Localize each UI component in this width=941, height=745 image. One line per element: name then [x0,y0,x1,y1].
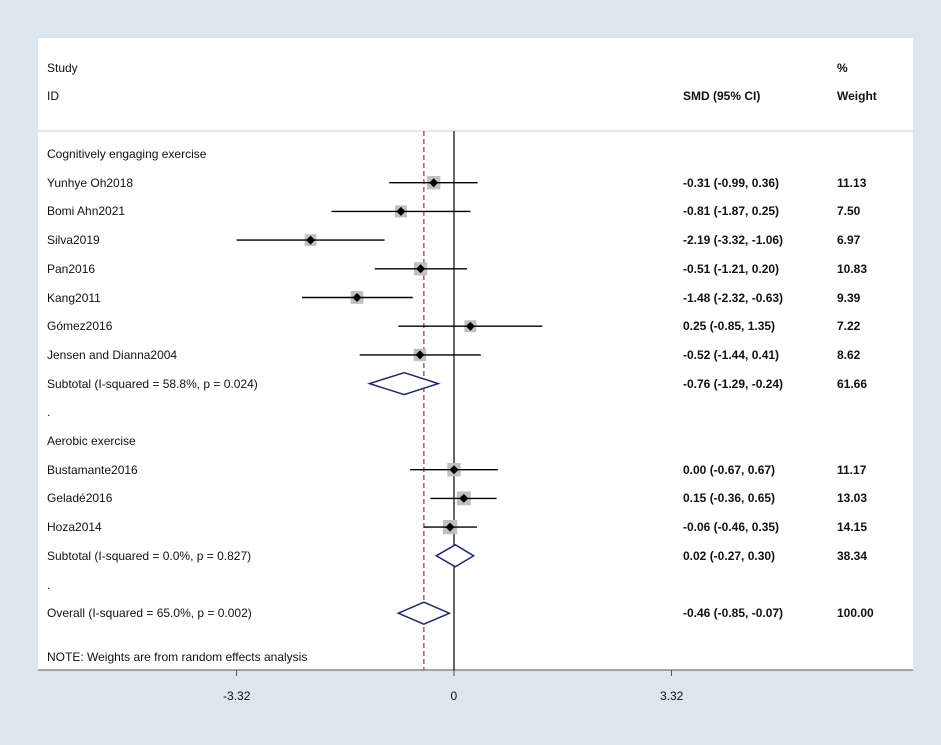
overall-ci-text-16: -0.46 (-0.85, -0.07) [683,606,784,621]
subtotal-ci-text-8: -0.76 (-1.29, -0.24) [683,376,784,391]
subtotal-label-8: Subtotal (I-squared = 58.8%, p = 0.024) [47,376,258,391]
study-weight-3: 6.97 [837,233,861,248]
point-estimate-11 [449,465,459,475]
point-estimate-2 [396,206,406,216]
study-ci-text-7: -0.52 (-1.44, 0.41) [683,347,780,362]
group-label-0: Cognitively engaging exercise [47,147,207,161]
study-weight-4: 10.83 [837,261,868,276]
point-estimate-1 [429,178,439,188]
study-weight-13: 14.15 [837,520,868,535]
study-weight-5: 9.39 [837,290,861,305]
study-label-11: Bustamante2016 [47,462,138,477]
subtotal-weight-8: 61.66 [837,376,868,391]
study-label-12: Geladé2016 [47,491,113,506]
header-study: Study [47,61,78,75]
study-weight-6: 7.22 [837,319,861,334]
point-estimate-4 [416,264,426,274]
subtotal-diamond-8 [367,371,441,396]
study-ci-text-11: 0.00 (-0.67, 0.67) [683,462,776,477]
subtotal-ci-text-14: 0.02 (-0.27, 0.30) [683,548,776,563]
study-label-4: Pan2016 [47,261,96,276]
point-estimate-5 [352,293,362,302]
note-text: NOTE: Weights are from random effects an… [47,650,308,664]
header-id: ID [47,89,59,103]
point-estimate-7 [415,350,425,360]
subtotal-weight-14: 38.34 [837,548,868,563]
point-estimate-3 [306,235,316,245]
overall-weight-16: 100.00 [837,606,874,621]
header-weight: Weight [837,89,877,103]
plot-area [38,38,913,670]
overall-label-16: Overall (I-squared = 65.0%, p = 0.002) [47,606,252,621]
overall-diamond-16 [396,601,452,626]
x-tick-label-2: 3.32 [659,689,684,703]
study-label-7: Jensen and Dianna2004 [47,347,178,362]
study-ci-text-4: -0.51 (-1.21, 0.20) [683,261,780,276]
study-weight-7: 8.62 [837,347,861,362]
point-estimate-13 [445,522,455,532]
study-weight-12: 13.03 [837,491,868,506]
study-label-1: Yunhye Oh2018 [47,175,134,190]
spacer-dot-9: . [47,405,51,420]
study-ci-text-6: 0.25 (-0.85, 1.35) [683,319,776,334]
x-tick-label-1: 0 [450,689,458,703]
subtotal-label-14: Subtotal (I-squared = 0.0%, p = 0.827) [47,548,252,563]
point-estimate-12 [459,493,469,503]
study-ci-text-13: -0.06 (-0.46, 0.35) [683,520,780,535]
study-ci-text-3: -2.19 (-3.32, -1.06) [683,233,784,248]
group-label-10: Aerobic exercise [47,434,136,448]
study-label-6: Gómez2016 [47,319,113,334]
study-ci-text-1: -0.31 (-0.99, 0.36) [683,175,780,190]
study-label-13: Hoza2014 [47,520,102,535]
header-smd: SMD (95% CI) [683,89,761,103]
point-estimate-6 [465,321,475,331]
header-percent: % [837,61,848,75]
study-ci-text-2: -0.81 (-1.87, 0.25) [683,204,780,219]
study-label-5: Kang2011 [47,290,101,305]
study-ci-text-12: 0.15 (-0.36, 0.65) [683,491,776,506]
study-weight-2: 7.50 [837,204,861,219]
study-label-3: Silva2019 [47,233,100,248]
x-tick-label-0: -3.32 [223,689,251,703]
spacer-dot-15: . [47,577,51,592]
subtotal-diamond-14 [434,543,476,568]
study-weight-11: 11.17 [837,462,867,477]
study-ci-text-5: -1.48 (-2.32, -0.63) [683,290,784,305]
study-weight-1: 11.13 [837,175,867,190]
study-label-2: Bomi Ahn2021 [47,204,126,219]
